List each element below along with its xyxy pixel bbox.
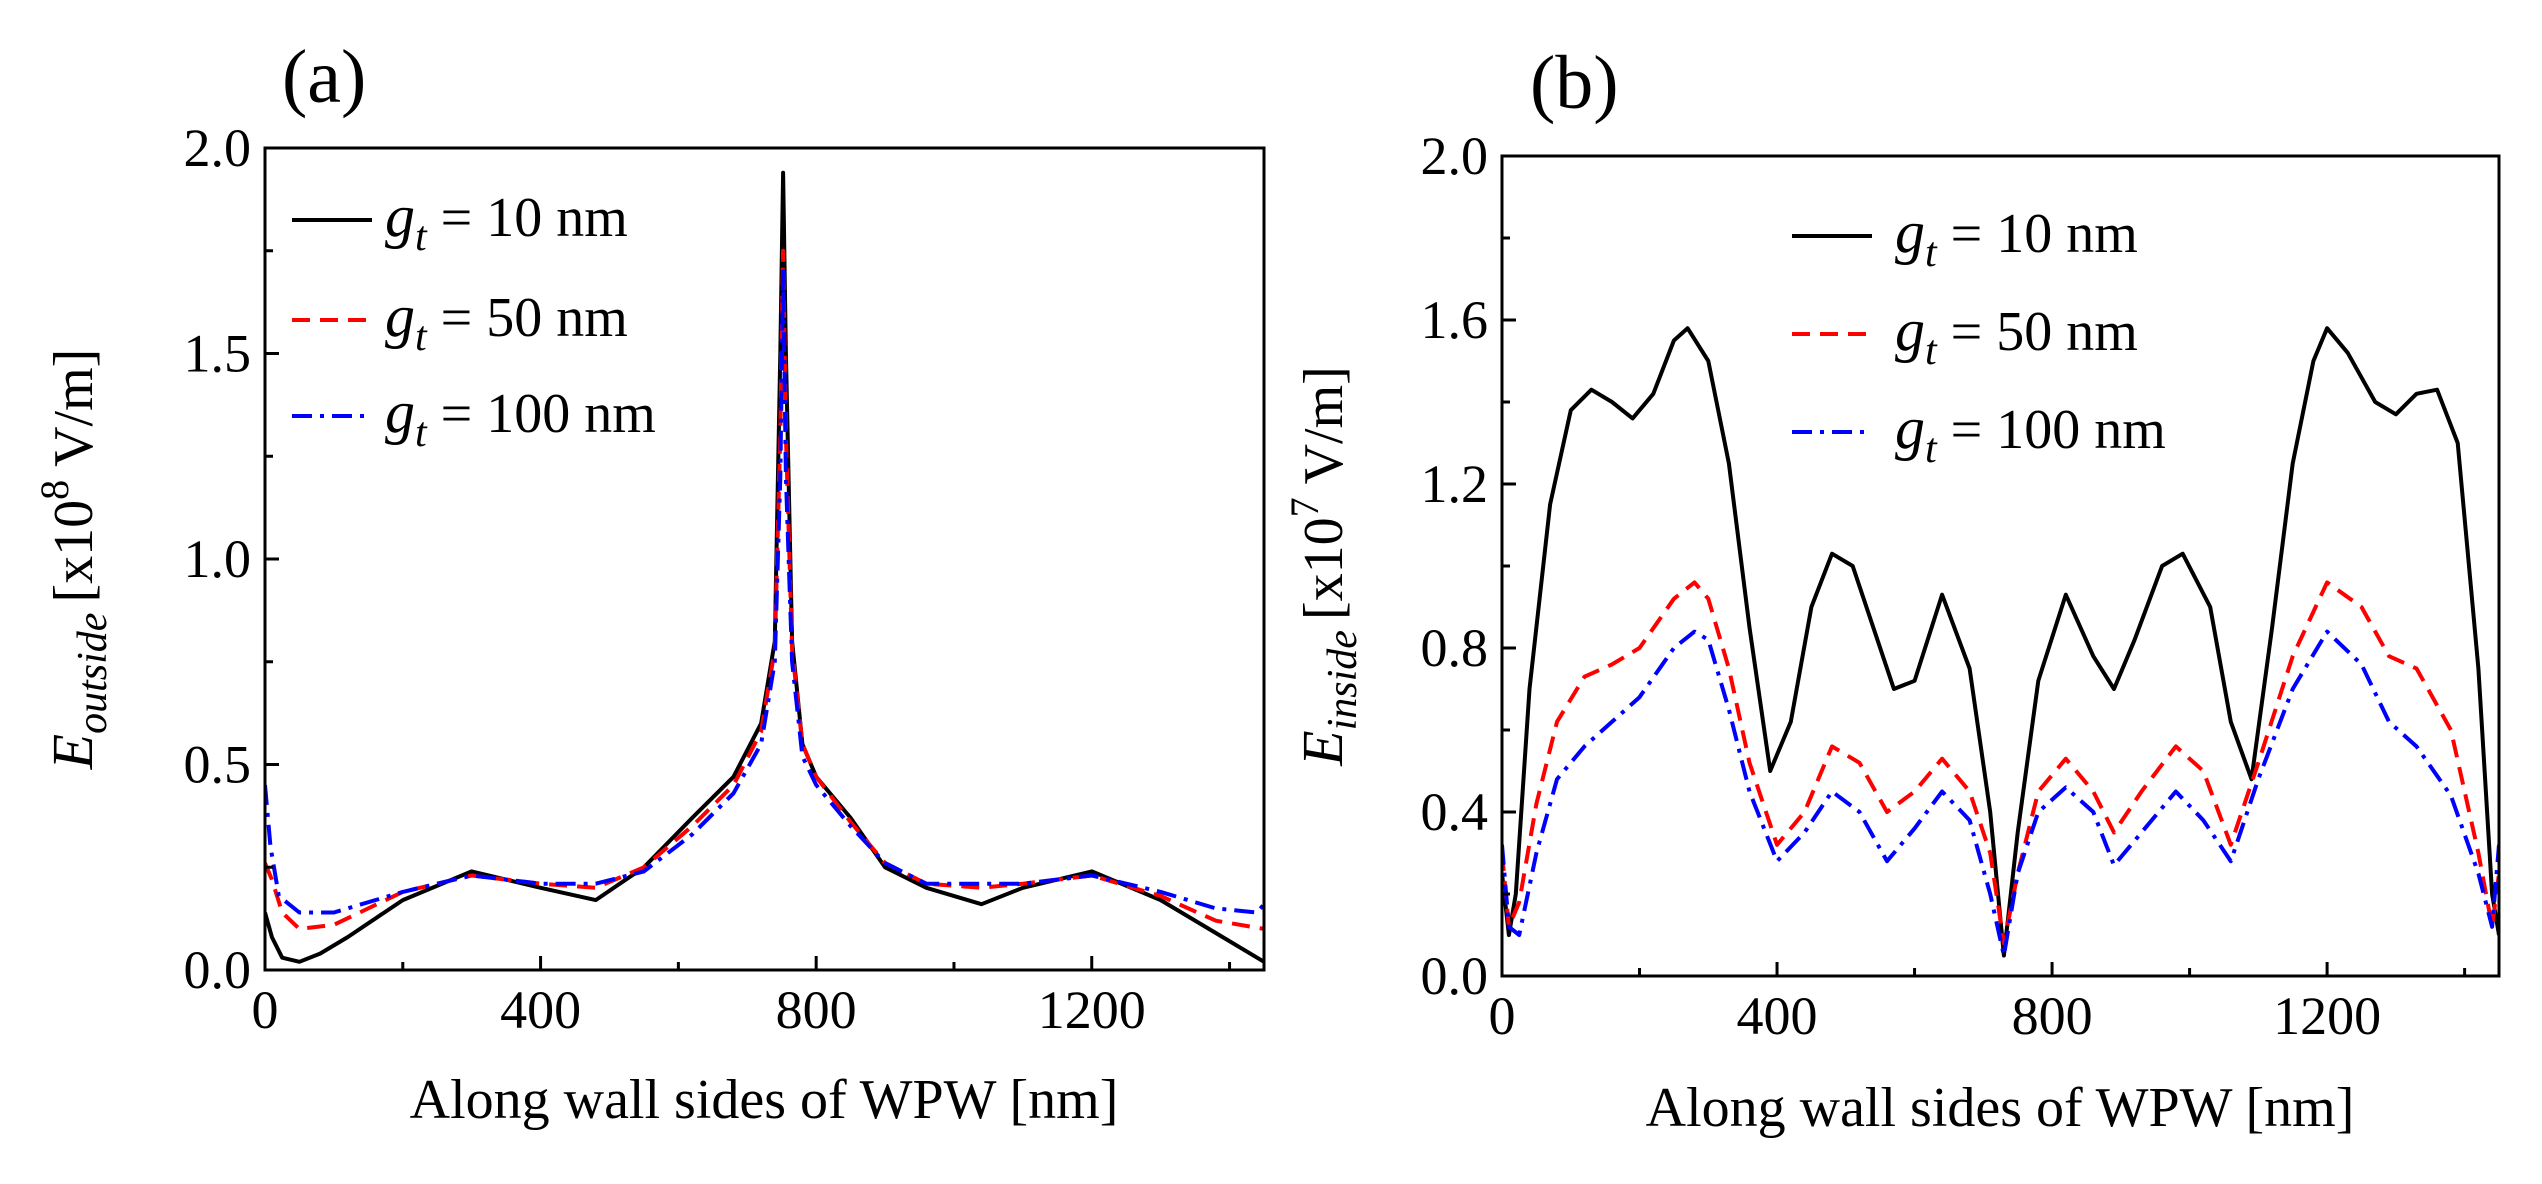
panel-a-y-tick-label: 2.0 (184, 118, 252, 178)
legend-rest: = 50 nm (427, 287, 628, 349)
panel-b-x-axis-title: Along wall sides of WPW [nm] (1646, 1077, 2355, 1139)
legend-rest: = 100 nm (427, 383, 656, 445)
panel-b-y-axis-unit-pre: [x10 (1293, 517, 1355, 620)
panel-b-y-axis-symbol: E (1290, 730, 1355, 766)
legend-g: g (1895, 199, 1925, 265)
panel-a-label: (a) (282, 35, 366, 119)
legend-g: g (385, 379, 415, 445)
panel-b-series (1502, 326, 2499, 958)
panel-a: (a) 0 400 800 1200 0.0 0.5 1.0 1.5 2.0 Along wal… (32, 35, 1266, 1131)
panel-b-y-tick-label: 2.0 (1421, 126, 1489, 186)
legend-sub: t (415, 314, 428, 360)
panel-b-legend: gt = 10 nm gt = 50 nm gt = 100 nm (1792, 199, 2166, 472)
panel-a-x-tick-label: 0 (252, 980, 279, 1040)
panel-b-y-tick-label: 0.8 (1421, 618, 1489, 678)
panel-b-series-line-2 (1502, 580, 2499, 946)
panel-b-legend-label-10nm: gt = 10 nm (1895, 199, 2138, 276)
panel-a-frame (263, 146, 1266, 972)
panel-b-x-tick-label: 0 (1489, 986, 1516, 1046)
panel-a-y-axis-symbol: E (40, 734, 105, 770)
legend-rest: = 50 nm (1937, 301, 2138, 363)
panel-a-y-axis-unit-post: V/m] (43, 349, 105, 480)
panel-a-y-axis-unit-pre: [x10 (43, 500, 105, 603)
panel-b-ticks: 0 400 800 1200 0.0 0.4 0.8 1.2 1.6 2.0 (1421, 126, 2467, 1046)
panel-a-series-line-3 (265, 269, 1264, 915)
panel-b-x-tick-label: 800 (2012, 986, 2093, 1046)
legend-sub: t (415, 410, 428, 456)
panel-a-x-axis-title: Along wall sides of WPW [nm] (410, 1069, 1119, 1131)
panel-a-y-axis-title: Eoutside [x108 V/m] (32, 349, 116, 771)
panel-b-legend-label-50nm: gt = 50 nm (1895, 297, 2138, 374)
legend-g: g (385, 183, 415, 249)
panel-a-y-axis-subscript: outside (70, 613, 116, 734)
panel-a-series-line-2 (265, 248, 1264, 931)
panel-b-y-tick-label: 1.2 (1421, 454, 1489, 514)
legend-rest: = 100 nm (1937, 399, 2166, 461)
panel-a-y-tick-label: 1.5 (184, 324, 252, 384)
panel-a-y-axis-exponent: 8 (32, 480, 77, 500)
panel-a-legend-label-100nm: gt = 100 nm (385, 379, 656, 456)
panel-b-legend-label-100nm: gt = 100 nm (1895, 395, 2166, 472)
legend-rest: = 10 nm (1937, 203, 2138, 265)
legend-sub: t (1925, 426, 1938, 472)
panel-b-y-axis-exponent: 7 (1282, 497, 1327, 517)
panel-a-series (265, 170, 1264, 964)
panel-a-x-tick-label: 400 (500, 980, 581, 1040)
legend-rest: = 10 nm (427, 187, 628, 249)
legend-g: g (385, 283, 415, 349)
panel-b-series-line-3 (1502, 629, 2499, 958)
panel-b-frame (1500, 154, 2501, 978)
legend-sub: t (1925, 328, 1938, 374)
panel-b-label: (b) (1530, 41, 1619, 125)
panel-b-y-tick-label: 0.4 (1421, 782, 1489, 842)
legend-sub: t (1925, 230, 1938, 276)
panel-a-x-tick-label: 1200 (1038, 980, 1146, 1040)
panel-a-legend-label-50nm: gt = 50 nm (385, 283, 628, 360)
panel-a-x-tick-label: 800 (776, 980, 857, 1040)
panel-b-y-axis-subscript: inside (1320, 630, 1366, 730)
panel-a-y-tick-label: 0.0 (184, 940, 252, 1000)
panel-b-y-tick-label: 1.6 (1421, 290, 1489, 350)
panel-b-x-tick-label: 400 (1737, 986, 1818, 1046)
panel-b-y-axis-title: Einside [x107 V/m] (1282, 366, 1366, 767)
legend-g: g (1895, 297, 1925, 363)
panel-b: (b) 0 400 800 1200 0.0 0.4 0.8 1.2 1.6 2.0 Along … (1282, 41, 2501, 1139)
panel-a-legend: gt = 10 nm gt = 50 nm gt = 100 nm (292, 183, 656, 456)
legend-sub: t (415, 214, 428, 260)
panel-b-y-tick-label: 0.0 (1421, 946, 1489, 1006)
panel-a-ticks: 0 400 800 1200 0.0 0.5 1.0 1.5 2.0 (184, 118, 1232, 1040)
panel-b-series-line-1 (1502, 326, 2499, 958)
panel-b-x-tick-label: 1200 (2273, 986, 2381, 1046)
panel-b-y-axis-unit-post: V/m] (1293, 366, 1355, 497)
panel-a-y-tick-label: 0.5 (184, 735, 252, 795)
legend-g: g (1895, 395, 1925, 461)
panel-a-y-tick-label: 1.0 (184, 529, 252, 589)
panel-a-legend-label-10nm: gt = 10 nm (385, 183, 628, 260)
